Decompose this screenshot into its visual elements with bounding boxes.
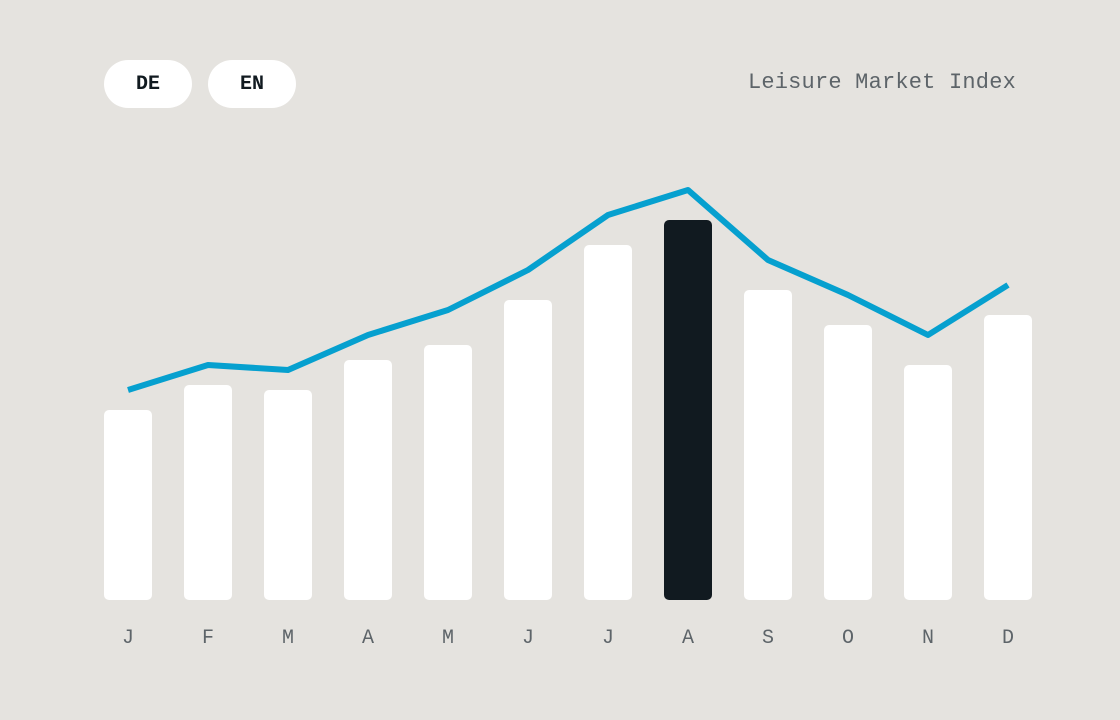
bar-group: [104, 220, 1032, 600]
x-tick-label: J: [122, 627, 134, 650]
bar: [904, 365, 952, 600]
series-line: [127, 187, 1010, 393]
x-tick-label: M: [442, 627, 454, 650]
x-tick-label: A: [362, 627, 374, 650]
bar: [744, 290, 792, 600]
x-tick-label: A: [682, 627, 694, 650]
bar: [584, 245, 632, 600]
x-tick-label: D: [1002, 627, 1014, 650]
bar: [984, 315, 1032, 600]
chart-title: Leisure Market Index: [747, 70, 1016, 95]
bar: [344, 360, 392, 600]
x-tick-label: J: [522, 627, 534, 650]
x-tick-label: N: [922, 627, 934, 650]
bar: [504, 300, 552, 600]
language-en-button[interactable]: EN: [208, 60, 296, 108]
bar-highlighted: [664, 220, 712, 600]
language-toggle: DE EN: [104, 60, 296, 108]
x-tick-label: F: [202, 627, 214, 650]
bar: [424, 345, 472, 600]
bar: [824, 325, 872, 600]
x-tick-label: O: [842, 627, 854, 650]
x-tick-label: J: [602, 627, 614, 650]
language-de-button[interactable]: DE: [104, 60, 192, 108]
bar: [104, 410, 152, 600]
x-tick-label: M: [282, 627, 294, 650]
bar: [184, 385, 232, 600]
bar: [264, 390, 312, 600]
x-tick-label: S: [762, 627, 774, 650]
